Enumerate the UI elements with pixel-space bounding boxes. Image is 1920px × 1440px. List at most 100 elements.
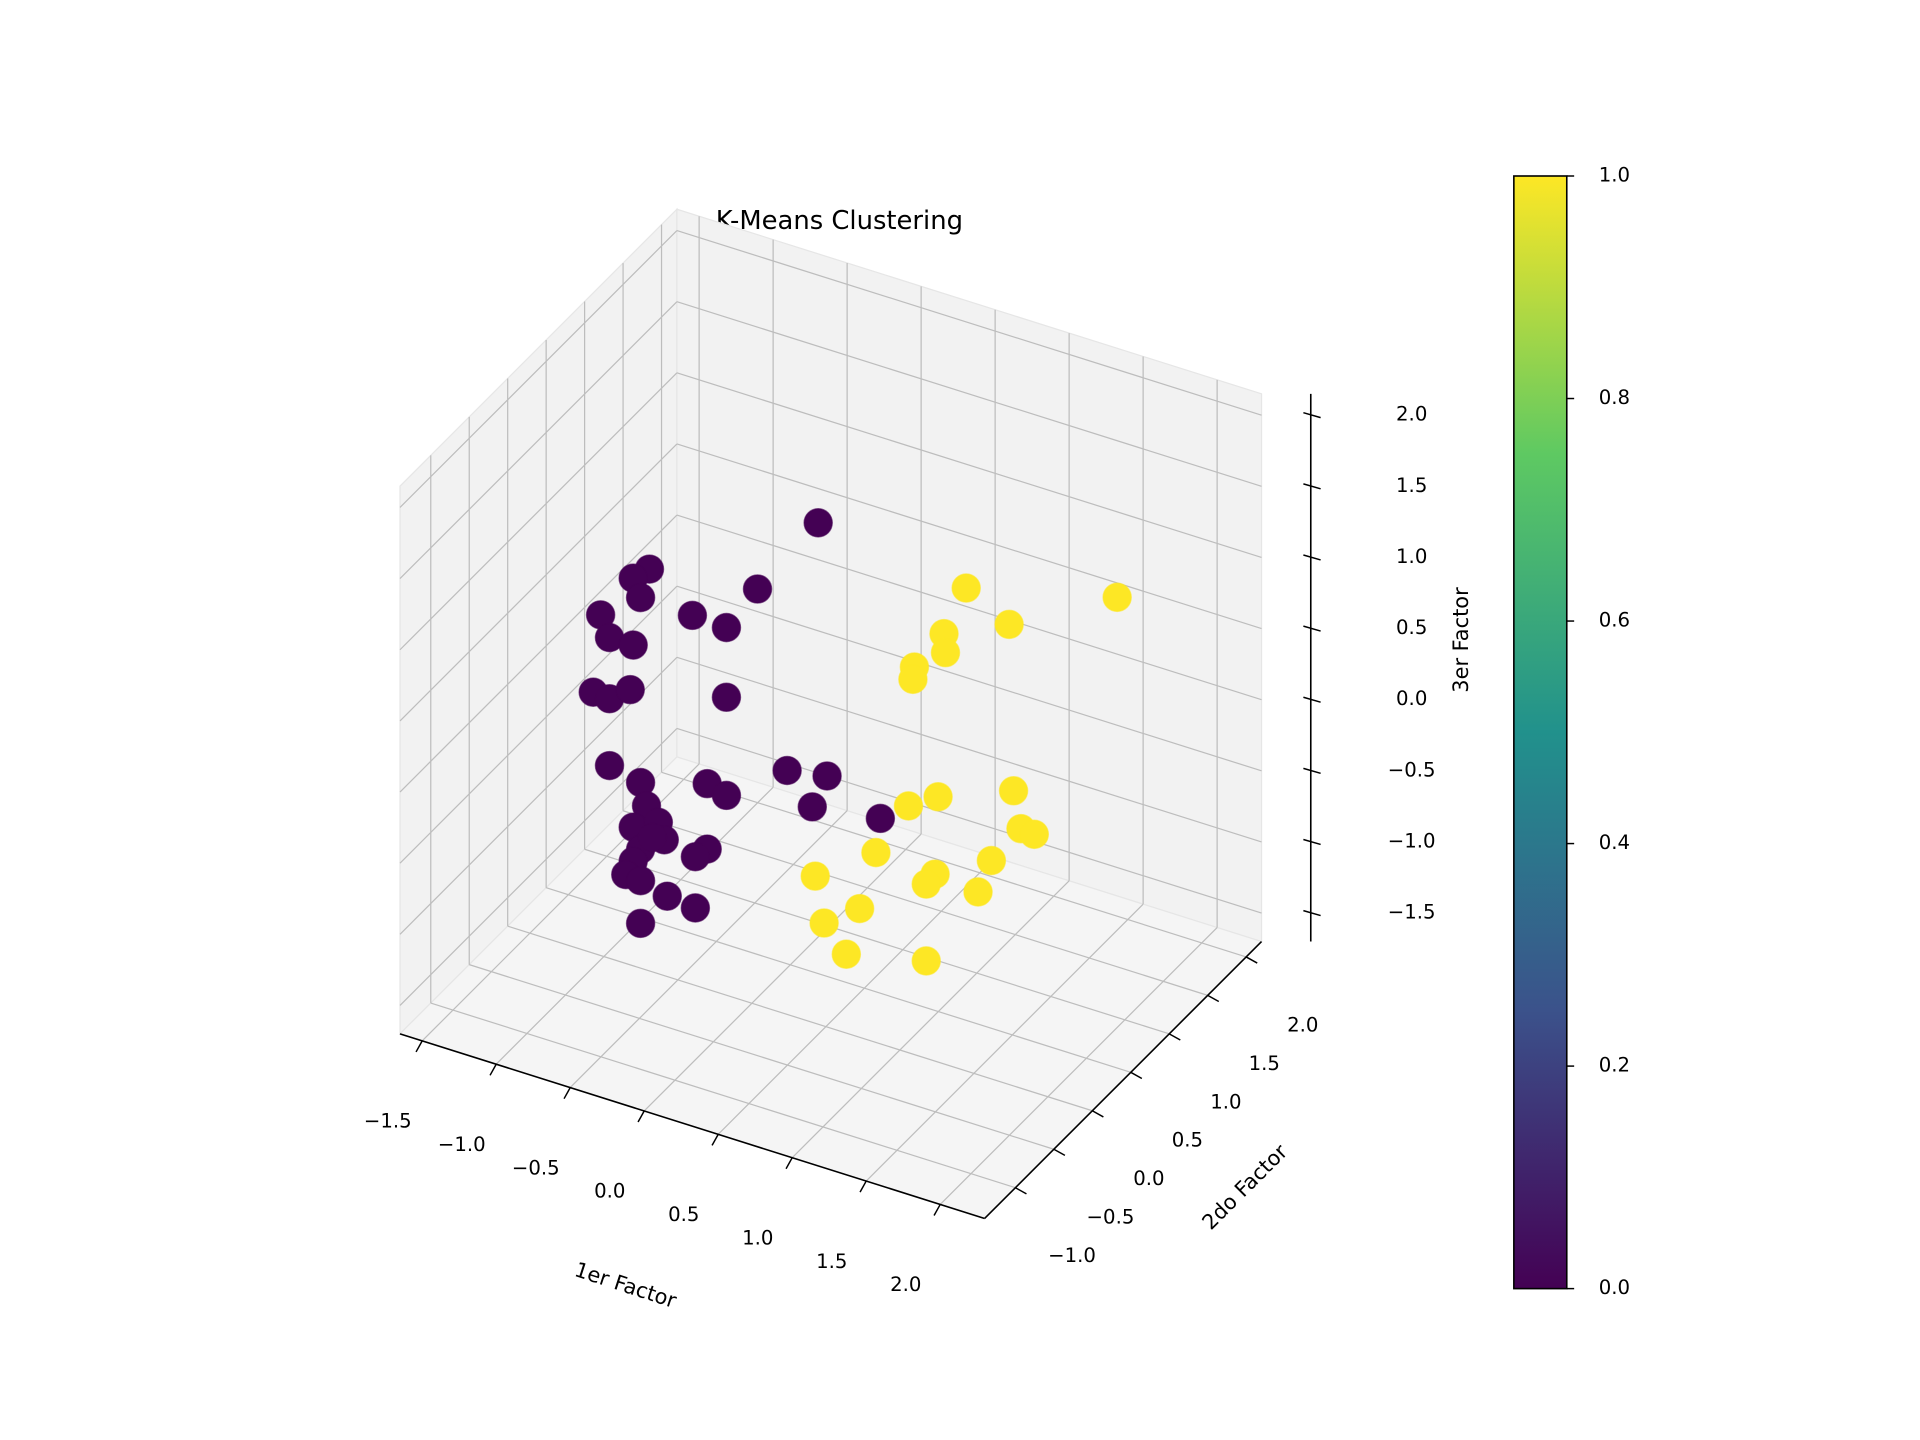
x-tick (785, 1157, 793, 1170)
point (711, 780, 742, 811)
grid-line (676, 372, 1262, 559)
grid-line (939, 927, 1218, 1205)
z-tick-label: 0.0 (1396, 687, 1427, 710)
grid-line (676, 727, 1262, 914)
x-tick (415, 1040, 423, 1053)
point (898, 664, 928, 695)
point (637, 822, 668, 853)
y-tick-label: 0.5 (1172, 1129, 1203, 1152)
grid-line (507, 925, 1093, 1112)
z-tick (1303, 838, 1321, 846)
point (803, 508, 833, 538)
x-tick (859, 1180, 867, 1193)
x-tick-label: 0.5 (668, 1203, 699, 1226)
point (652, 881, 682, 911)
colorbar-tick-label: 0.0 (1599, 1276, 1630, 1299)
y-tick-label: −1.0 (1048, 1244, 1096, 1267)
x-axis-label: 1er Factor (572, 1258, 680, 1314)
y-axis-line (984, 940, 1263, 1220)
plot-area: K-Means Clustering 1er Factor 2do Factor… (364, 164, 1630, 1314)
point (831, 939, 862, 969)
grid-line (399, 230, 678, 508)
y-tick (1168, 1033, 1181, 1041)
point (994, 609, 1024, 640)
grid-line (399, 372, 678, 651)
point (618, 630, 648, 660)
y-tick (1245, 956, 1258, 964)
x-tick-label: −0.5 (512, 1156, 560, 1179)
point (911, 869, 942, 899)
x-axis-line (399, 1033, 985, 1220)
point (812, 761, 842, 791)
z-tick-label: 2.0 (1396, 403, 1427, 426)
colorbar-tick-label: 0.2 (1599, 1054, 1630, 1077)
point (680, 893, 711, 923)
point (800, 861, 830, 891)
x-tick (489, 1063, 497, 1076)
x-tick-label: 1.0 (742, 1226, 773, 1249)
chart-title: K-Means Clustering (716, 206, 963, 236)
y-tick-label: 1.0 (1210, 1090, 1241, 1113)
grid-line (399, 443, 678, 722)
grid-line (865, 903, 1144, 1182)
point (1019, 819, 1050, 850)
y-tick-label: −0.5 (1087, 1206, 1135, 1229)
x-tick (933, 1204, 941, 1216)
colorbar-tick-label: 1.0 (1599, 164, 1630, 187)
y-tick (1015, 1187, 1027, 1195)
y-tick (1053, 1148, 1066, 1157)
y-tick-label: 0.0 (1133, 1167, 1164, 1190)
point (625, 582, 656, 613)
point (615, 674, 645, 705)
point (844, 893, 875, 924)
z-tick (1303, 696, 1321, 703)
point (711, 682, 742, 713)
y-tick-label: 2.0 (1287, 1013, 1318, 1036)
x-tick (711, 1133, 719, 1146)
grid-line (676, 229, 1262, 416)
y-tick (1091, 1110, 1104, 1118)
grid-line (569, 810, 848, 1089)
point (951, 573, 981, 603)
colorbar-tick-label: 0.4 (1599, 831, 1630, 854)
grid-line (399, 514, 678, 793)
z-tick-label: 0.5 (1396, 616, 1427, 639)
y-tick (1207, 994, 1220, 1003)
grid-line (469, 964, 1055, 1150)
grid-line (676, 301, 1262, 487)
grid-line (661, 771, 1247, 958)
z-axis-label: 3er Factor (1449, 587, 1473, 693)
y-tick (1130, 1071, 1143, 1080)
y-axis-label: 2do Factor (1197, 1139, 1292, 1234)
point (809, 908, 839, 938)
grid-line (717, 856, 996, 1135)
z-tick (1303, 767, 1321, 775)
point (923, 782, 953, 812)
point (625, 865, 656, 896)
point (680, 841, 711, 872)
point (594, 750, 625, 781)
z-tick (1303, 625, 1321, 632)
z-tick (1303, 412, 1321, 419)
x-tick-label: −1.5 (364, 1110, 412, 1133)
point (625, 908, 656, 939)
z-tick (1303, 554, 1321, 561)
grid-line (430, 1002, 1016, 1189)
grid-line (676, 514, 1262, 701)
point (861, 837, 891, 868)
point (711, 612, 742, 643)
x-tick-label: −1.0 (438, 1133, 486, 1156)
z-tick (1303, 483, 1321, 490)
point (998, 776, 1029, 806)
grid-line (676, 443, 1262, 630)
grid-line (676, 656, 1262, 843)
point (772, 755, 802, 786)
point (1102, 582, 1132, 613)
x-tick-label: 0.0 (594, 1180, 625, 1203)
z-tick-label: −0.5 (1388, 758, 1436, 781)
point (976, 845, 1007, 876)
x-tick-label: 2.0 (890, 1273, 921, 1296)
y-tick-label: 1.5 (1249, 1052, 1280, 1075)
z-tick (1303, 909, 1321, 917)
